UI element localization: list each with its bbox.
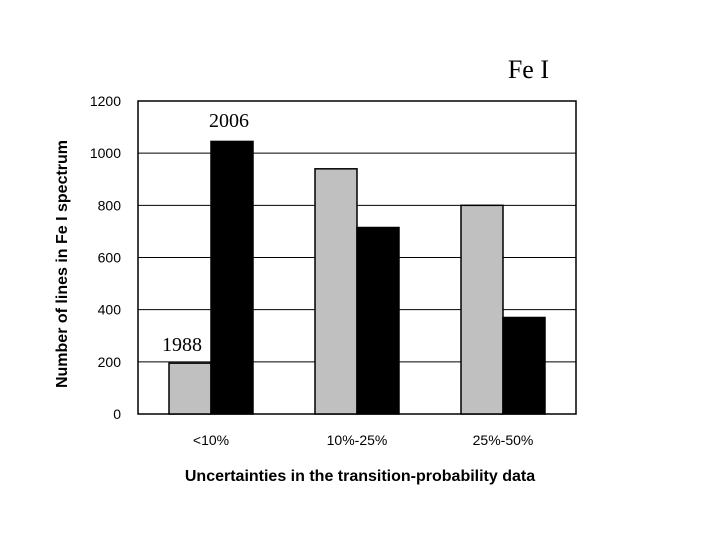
x-tick-label: <10%	[193, 432, 229, 448]
y-tick-labels: 0 200 400 600 800 1000 1200	[90, 93, 121, 422]
y-tick-label: 1000	[90, 145, 121, 161]
y-axis-title: Number of lines in Fe I spectrum	[54, 140, 71, 388]
chart-title: Fe I	[508, 55, 549, 84]
y-tick-label: 600	[98, 250, 122, 266]
x-tick-label: 10%-25%	[327, 432, 388, 448]
y-tick-label: 800	[98, 197, 122, 213]
bar-2006-0	[210, 140, 254, 415]
bar-1988-0	[168, 362, 212, 415]
bar-1988-1	[314, 168, 358, 415]
y-tick-label: 400	[98, 302, 122, 318]
series-label-1988: 1988	[162, 334, 202, 356]
series-label-2006: 2006	[209, 110, 249, 132]
y-tick-label: 1200	[90, 93, 121, 109]
bar-2006-2	[502, 316, 546, 415]
bars	[168, 140, 546, 415]
x-axis-title: Uncertainties in the transition-probabil…	[185, 468, 535, 485]
x-tick-labels: <10% 10%-25% 25%-50%	[193, 432, 533, 448]
y-tick-label: 200	[98, 354, 122, 370]
y-tick-label: 0	[113, 406, 121, 422]
bar-2006-1	[356, 226, 400, 415]
x-tick-label: 25%-50%	[473, 432, 534, 448]
bar-1988-2	[460, 204, 504, 415]
